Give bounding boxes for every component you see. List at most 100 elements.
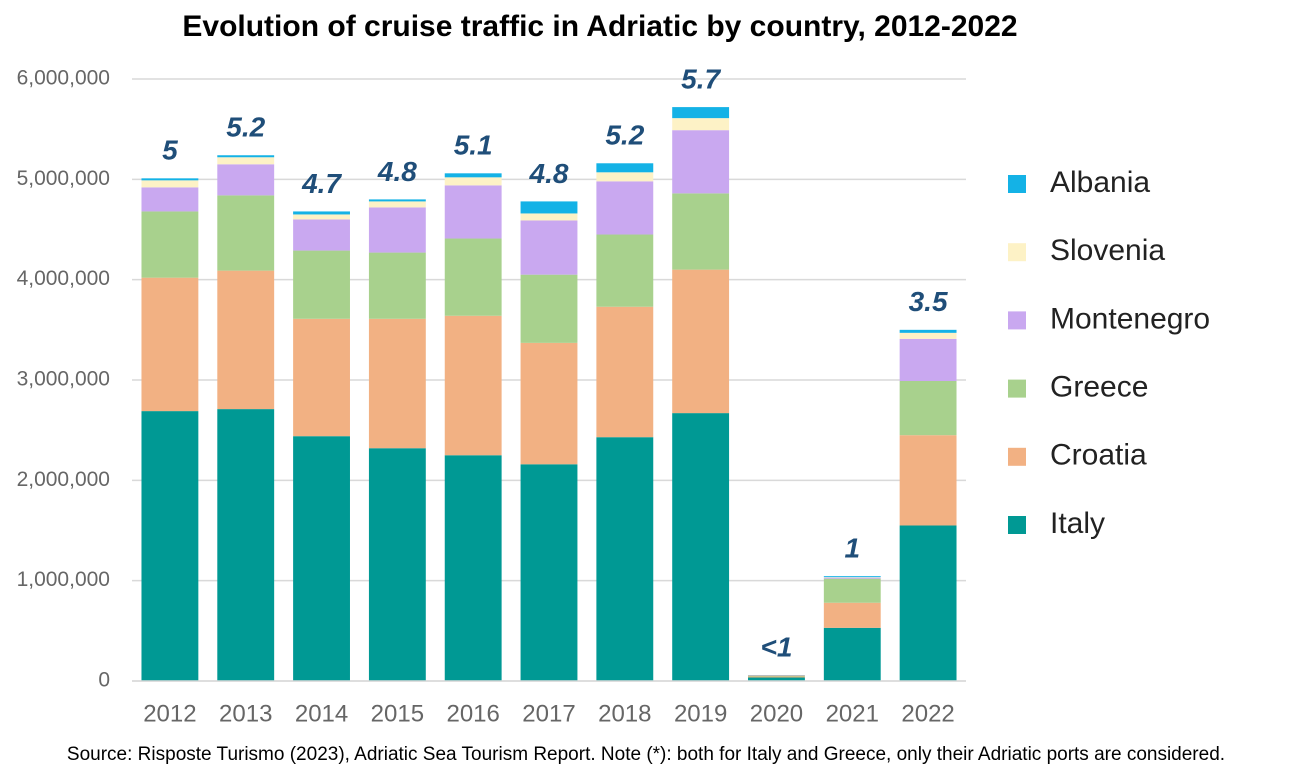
- bar-segment: [596, 306, 654, 438]
- x-tick-label: 2018: [598, 700, 651, 727]
- bar-segment: [444, 177, 502, 186]
- x-tick-label: 2015: [371, 700, 424, 727]
- bar-segment: [368, 199, 426, 202]
- x-tick-label: 2016: [446, 700, 499, 727]
- bar-segment: [899, 381, 957, 436]
- bar-segment: [672, 118, 730, 131]
- bar-segment: [823, 577, 881, 579]
- bar-segment: [823, 578, 881, 603]
- total-label: 5.1: [454, 130, 493, 161]
- bar-segment: [444, 238, 502, 316]
- bar-segment: [672, 413, 730, 681]
- bar-segment: [293, 318, 350, 437]
- chart-title: Evolution of cruise traffic in Adriatic …: [182, 10, 1017, 43]
- bar-segment: [293, 211, 350, 215]
- total-label: 3.5: [909, 286, 948, 317]
- bar-segment: [596, 234, 654, 307]
- legend-label: Albania: [1050, 166, 1150, 199]
- bar-segment: [520, 464, 578, 681]
- bar-segment: [217, 409, 275, 681]
- bar-segment: [596, 181, 654, 235]
- bar-segment: [748, 675, 805, 677]
- bar-segment: [596, 437, 654, 681]
- bar-segment: [596, 163, 654, 173]
- y-tick-label: 6,000,000: [17, 67, 110, 90]
- bar-segment: [899, 338, 957, 382]
- bar-segment: [141, 180, 199, 188]
- y-tick-label: 2,000,000: [17, 468, 110, 491]
- bar-segment: [217, 164, 275, 196]
- total-label: 5.2: [226, 112, 265, 143]
- bar-segment: [748, 674, 805, 676]
- bar-segment: [520, 220, 578, 275]
- bar-segment: [217, 270, 275, 410]
- bar-segment: [444, 185, 502, 239]
- bar-segment: [823, 627, 881, 681]
- bar-segment: [141, 178, 199, 181]
- bar-segment: [368, 252, 426, 319]
- total-label: 1: [844, 533, 860, 564]
- bar-segment: [899, 329, 957, 333]
- bar-segment: [520, 201, 578, 214]
- x-tick-label: 2022: [901, 700, 954, 727]
- bar-segment: [141, 187, 199, 212]
- bar-segment: [368, 318, 426, 449]
- total-label: 5.2: [605, 120, 644, 151]
- bar-segment: [672, 130, 730, 194]
- x-tick-label: 2014: [295, 700, 348, 727]
- legend-label: Montenegro: [1050, 302, 1210, 335]
- bar-segment: [520, 213, 578, 221]
- y-tick-label: 4,000,000: [17, 267, 110, 290]
- legend-swatch: [1008, 243, 1026, 262]
- bar-segment: [672, 193, 730, 270]
- bar-segment: [672, 269, 730, 414]
- legend-swatch: [1008, 516, 1026, 534]
- legend-swatch: [1008, 175, 1026, 193]
- bar-segment: [748, 677, 805, 681]
- bar-segment: [823, 576, 881, 578]
- y-tick-label: 5,000,000: [17, 167, 110, 190]
- bar-segment: [217, 155, 275, 158]
- bar-segment: [899, 435, 957, 526]
- y-tick-label: 0: [98, 669, 110, 692]
- bar-segment: [141, 277, 199, 412]
- bar-segment: [368, 448, 426, 681]
- bar-segment: [217, 157, 275, 165]
- total-label: 5: [162, 135, 178, 166]
- legend-label: Greece: [1050, 371, 1148, 404]
- total-label: 4.8: [377, 156, 417, 187]
- bar-segment: [748, 676, 805, 678]
- total-label: <1: [760, 631, 792, 662]
- total-label: 5.7: [681, 63, 721, 94]
- bar-segment: [293, 214, 350, 220]
- legend-swatch: [1008, 311, 1026, 330]
- bar-segment: [823, 602, 881, 628]
- bar-segment: [141, 411, 199, 681]
- bar-segment: [672, 107, 730, 119]
- total-label: 4.8: [529, 158, 569, 189]
- bar-segment: [368, 201, 426, 208]
- y-tick-label: 3,000,000: [17, 368, 110, 391]
- bar-segment: [520, 274, 578, 343]
- legend-label: Croatia: [1050, 439, 1147, 472]
- total-label: 4.7: [301, 168, 342, 199]
- legend-label: Italy: [1050, 507, 1105, 540]
- bar-segment: [823, 577, 881, 578]
- x-tick-label: 2019: [674, 700, 727, 727]
- bar-segment: [596, 172, 654, 182]
- x-tick-label: 2013: [219, 700, 272, 727]
- bar-segment: [293, 250, 350, 319]
- x-tick-label: 2021: [826, 700, 879, 727]
- bar-segment: [444, 455, 502, 681]
- bar-segment: [293, 436, 350, 681]
- bar-segment: [141, 211, 199, 278]
- y-tick-label: 1,000,000: [17, 568, 110, 591]
- bar-segment: [899, 332, 957, 339]
- x-tick-label: 2017: [522, 700, 575, 727]
- x-tick-label: 2012: [143, 700, 196, 727]
- bar-segment: [899, 525, 957, 681]
- legend-swatch: [1008, 447, 1026, 466]
- bar-segment: [520, 342, 578, 465]
- bar-segment: [368, 207, 426, 253]
